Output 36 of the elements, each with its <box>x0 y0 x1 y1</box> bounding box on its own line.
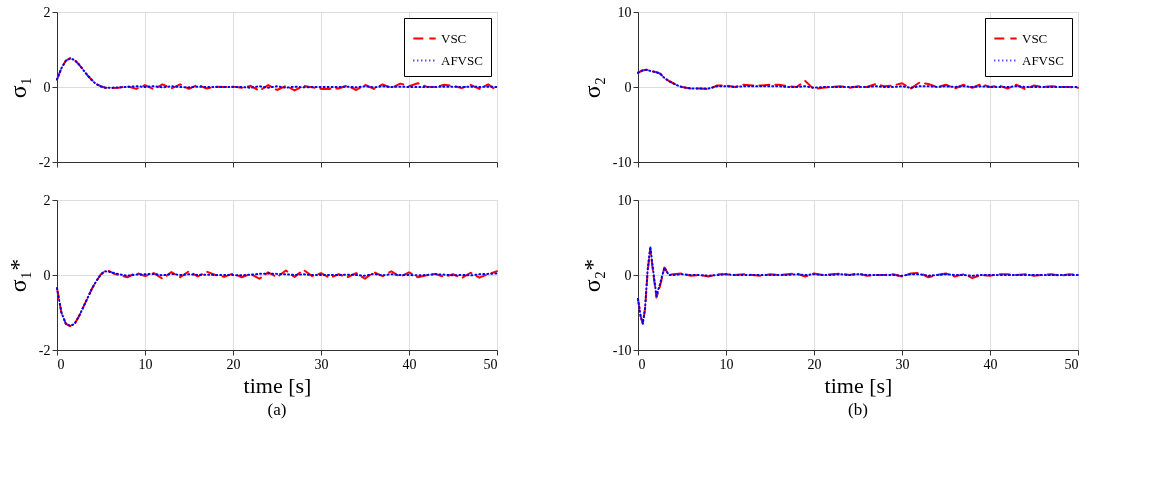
x-tick-label: 50 <box>1064 356 1079 372</box>
x-tick-label: 20 <box>226 356 241 372</box>
legend-label: AFVSC <box>1022 52 1064 68</box>
x-tick-label: 0 <box>638 356 646 372</box>
x-tick-label: 30 <box>314 356 329 372</box>
x-tick-label: 30 <box>895 356 910 372</box>
x-tick-label: 40 <box>402 356 417 372</box>
y-tick-label: 10 <box>617 4 632 20</box>
y-tick-label: 0 <box>624 267 632 283</box>
legend-label: VSC <box>1022 30 1048 46</box>
y-tick-label: -10 <box>612 154 632 170</box>
x-tick-label: 40 <box>983 356 998 372</box>
y-axis-title: σ₁ <box>4 76 31 99</box>
text: (a) <box>267 400 287 419</box>
y-axis-title: σ₁* <box>4 258 31 293</box>
x-tick-label: 50 <box>483 356 498 372</box>
x-tick-label: 20 <box>807 356 822 372</box>
legend-label: VSC <box>441 30 467 46</box>
x-tick-label: 10 <box>719 356 734 372</box>
y-tick-label: -2 <box>38 154 51 170</box>
y-tick-label: 0 <box>43 267 51 283</box>
y-tick-label: 10 <box>617 192 632 208</box>
x-axis-title: time [s] <box>243 372 312 398</box>
x-tick-label: 0 <box>57 356 65 372</box>
y-axis-title: σ₂* <box>578 258 605 293</box>
y-tick-label: -2 <box>38 342 51 358</box>
y-tick-label: 0 <box>43 79 51 95</box>
text: (b) <box>848 400 868 419</box>
x-axis-title: time [s] <box>824 372 893 398</box>
y-tick-label: 2 <box>43 192 51 208</box>
y-tick-label: 0 <box>624 79 632 95</box>
y-tick-label: 2 <box>43 4 51 20</box>
y-axis-title: σ₂ <box>578 76 605 99</box>
legend-label: AFVSC <box>441 52 483 68</box>
x-tick-label: 10 <box>138 356 153 372</box>
y-tick-label: -10 <box>612 342 632 358</box>
